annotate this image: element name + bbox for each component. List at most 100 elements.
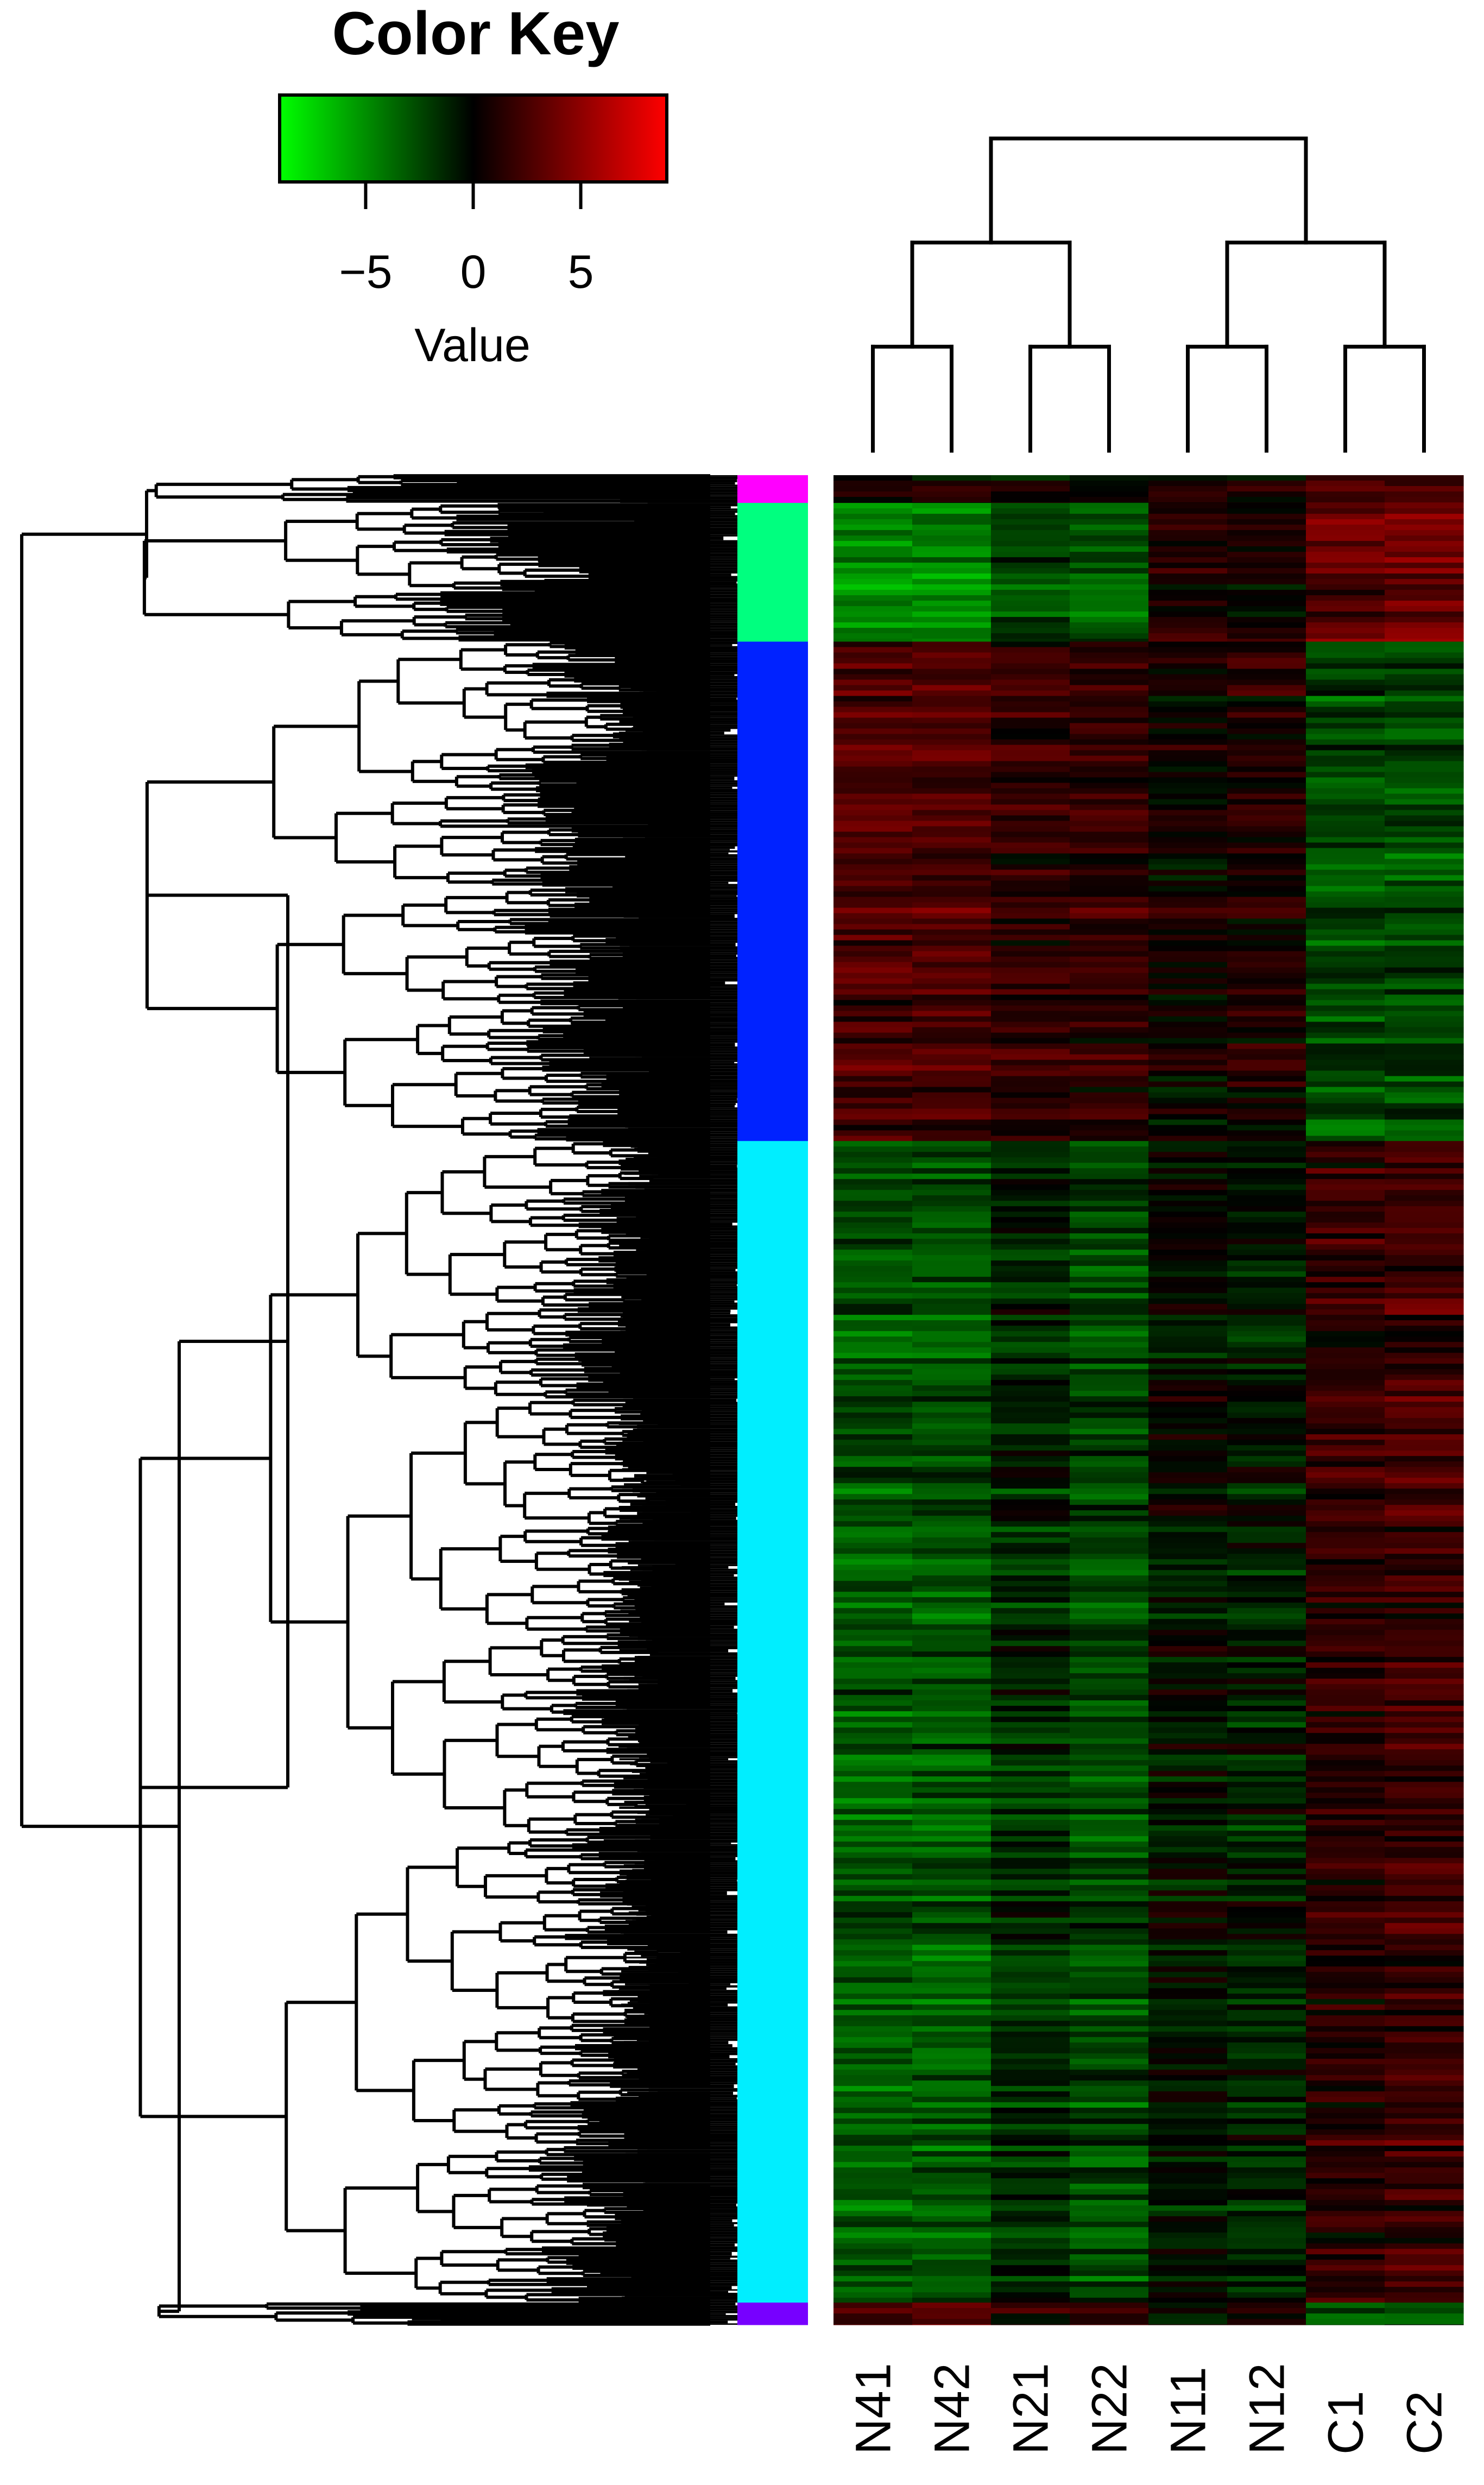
heatmap-cell: [833, 2227, 913, 2233]
heatmap-cell: [912, 1918, 992, 1923]
heatmap-cell: [912, 535, 992, 541]
heatmap-cell: [1227, 913, 1306, 919]
heatmap-cell: [1306, 1722, 1385, 1728]
heatmap-cell: [833, 2070, 913, 2076]
heatmap-cell: [912, 750, 992, 756]
row-dendrogram-leaves: [650, 600, 769, 603]
heatmap-cell: [1385, 940, 1464, 947]
row-dendrogram-leaves: [632, 1007, 757, 1010]
heatmap-cell: [1148, 535, 1228, 541]
heatmap-cell: [833, 2037, 913, 2043]
heatmap-cell: [833, 1174, 913, 1180]
heatmap-cell: [991, 2135, 1070, 2141]
heatmap-cell: [1227, 766, 1306, 773]
row-dendrogram-leaves: [641, 1192, 756, 1194]
heatmap-cell: [1385, 2238, 1464, 2244]
row-dendrogram-leaves: [649, 1866, 773, 1869]
row-dendrogram-leaves: [633, 1789, 759, 1793]
heatmap-cell: [1070, 924, 1149, 930]
heatmap-cell: [991, 1027, 1070, 1033]
heatmap-cell: [1385, 2070, 1464, 2076]
heatmap-cell: [1385, 1543, 1464, 1549]
heatmap-cell: [1227, 1559, 1306, 1565]
heatmap-cell: [991, 1657, 1070, 1663]
row-dendrogram-leaves: [650, 628, 784, 631]
heatmap-cell: [1227, 1863, 1306, 1869]
heatmap-cell: [833, 989, 913, 995]
heatmap-cell: [1306, 679, 1385, 686]
heatmap-cell: [1385, 1527, 1464, 1532]
heatmap-cell: [991, 557, 1070, 563]
heatmap-cell: [912, 1863, 992, 1869]
heatmap-cell: [1385, 2243, 1464, 2249]
heatmap-cell: [1306, 1054, 1385, 1061]
heatmap-cell: [1070, 1809, 1149, 1815]
heatmap-cell: [833, 2308, 913, 2314]
heatmap-cell: [912, 1315, 992, 1321]
heatmap-cell: [1306, 1005, 1385, 1012]
heatmap-cell: [1385, 2232, 1464, 2238]
heatmap-cell: [1148, 2156, 1228, 2162]
heatmap-cell: [1385, 568, 1464, 574]
heatmap-cell: [1227, 1054, 1306, 1061]
heatmap-cell: [1070, 1125, 1149, 1131]
heatmap-cell: [1070, 2032, 1149, 2038]
heatmap-cell: [833, 962, 913, 968]
heatmap-cell: [1306, 2260, 1385, 2266]
row-dendrogram-leaves: [638, 1939, 746, 1942]
row-dendrogram-leaves: [624, 1801, 757, 1805]
heatmap-cell: [1385, 2059, 1464, 2065]
heatmap-cell: [912, 1798, 992, 1804]
heatmap-cell: [1070, 918, 1149, 925]
heatmap-cell: [1385, 1391, 1464, 1397]
row-dendrogram-leaves: [642, 1054, 768, 1057]
heatmap-cell: [1306, 1011, 1385, 1017]
row-dendrogram-leaves: [635, 1608, 741, 1610]
heatmap-cell: [1306, 2324, 1385, 2325]
heatmap-cell: [1070, 1369, 1149, 1375]
heatmap-cell: [1227, 1141, 1306, 1147]
heatmap-cell: [1148, 2080, 1228, 2086]
heatmap-cell: [912, 1977, 992, 1983]
heatmap-cell: [1148, 1624, 1228, 1630]
heatmap-cell: [1385, 541, 1464, 547]
row-dendrogram-leaves: [621, 2219, 732, 2222]
heatmap-cell: [991, 1195, 1070, 1201]
heatmap-cell: [1385, 1928, 1464, 1934]
row-dendrogram-leaves: [622, 1895, 748, 1897]
heatmap-cell: [1306, 590, 1385, 596]
heatmap-cell: [991, 2184, 1070, 2190]
heatmap-cell: [991, 1755, 1070, 1761]
heatmap-cell: [1070, 2194, 1149, 2200]
heatmap-cell: [1070, 1098, 1149, 1104]
heatmap-cell: [1227, 1049, 1306, 1055]
heatmap-cell: [912, 1836, 992, 1842]
heatmap-cell: [1385, 2298, 1464, 2303]
heatmap-cell: [1385, 1755, 1464, 1761]
heatmap-cell: [1306, 1239, 1385, 1245]
heatmap-cell: [912, 2059, 992, 2065]
row-dendrogram-leaves: [619, 1043, 735, 1047]
row-dendrogram-leaves: [620, 1610, 744, 1612]
heatmap-cell: [1070, 595, 1149, 601]
heatmap-cell: [912, 633, 992, 639]
heatmap-cell: [1385, 1076, 1464, 1082]
heatmap-cell: [1227, 1087, 1306, 1093]
heatmap-cell: [1306, 2124, 1385, 2130]
heatmap-cell: [1070, 1489, 1149, 1494]
row-dendrogram-leaves: [623, 513, 735, 515]
heatmap-cell: [1148, 1543, 1228, 1549]
row-dendrogram-leaves: [646, 1963, 765, 1966]
heatmap-cell: [991, 590, 1070, 596]
heatmap-cell: [1070, 2042, 1149, 2048]
heatmap-cell: [1148, 1494, 1228, 1500]
heatmap-cell: [1148, 1478, 1228, 1484]
heatmap-cell: [1070, 1972, 1149, 1978]
heatmap-cell: [1227, 1907, 1306, 1913]
heatmap-cell: [833, 799, 913, 805]
heatmap-cell: [1306, 2313, 1385, 2319]
heatmap-cell: [1385, 1244, 1464, 1250]
row-dendrogram-leaves: [632, 1346, 767, 1348]
heatmap-cell: [1227, 641, 1306, 648]
heatmap-cell: [912, 935, 992, 941]
